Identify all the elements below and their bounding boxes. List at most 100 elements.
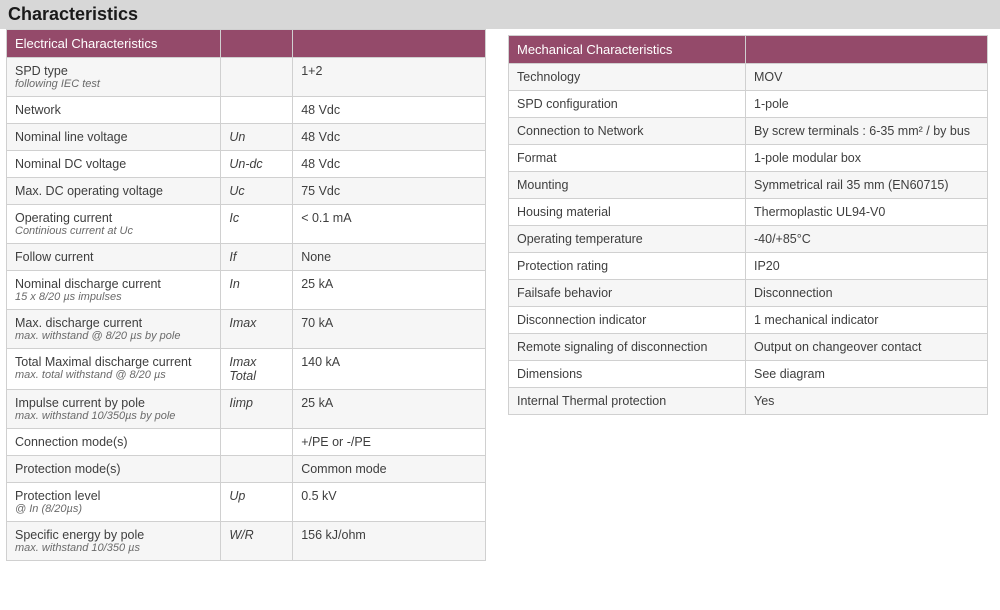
row-label: Housing material [509,199,746,226]
table-row: SPD typefollowing IEC test 1+2 [7,58,486,97]
section-title: Characteristics [0,0,1000,29]
table-row: Format1-pole modular box [509,145,988,172]
row-value: 0.5 kV [293,483,486,522]
label-subtext: max. withstand @ 8/20 µs by pole [15,330,212,342]
row-value: Common mode [293,456,486,483]
row-value: By screw terminals : 6-35 mm² / by bus [746,118,988,145]
row-label: Max. discharge currentmax. withstand @ 8… [7,310,221,349]
label-subtext: @ In (8/20µs) [15,503,212,515]
label-text: Total Maximal discharge current [15,355,191,369]
table-row: Nominal line voltage Un48 Vdc [7,124,486,151]
label-subtext: Continious current at Uc [15,225,212,237]
electrical-heading: Electrical Characteristics [7,30,221,58]
row-label: Technology [509,64,746,91]
label-text: Nominal discharge current [15,277,161,291]
row-value: 140 kA [293,349,486,390]
row-label: Network [7,97,221,124]
table-row: Network48 Vdc [7,97,486,124]
table-row: SPD configuration1-pole [509,91,988,118]
row-value: 48 Vdc [293,124,486,151]
table-row: Connection mode(s)+/PE or -/PE [7,429,486,456]
row-label: Max. DC operating voltage [7,178,221,205]
label-text: Specific energy by pole [15,528,144,542]
label-text: Nominal line voltage [15,130,128,144]
label-subtext: following IEC test [15,78,212,90]
row-value: See diagram [746,361,988,388]
row-value: Disconnection [746,280,988,307]
table-row: DimensionsSee diagram [509,361,988,388]
row-label: Format [509,145,746,172]
row-symbol: In [221,271,293,310]
table-row: Impulse current by polemax. withstand 10… [7,390,486,429]
row-label: Follow current [7,244,221,271]
row-value: 75 Vdc [293,178,486,205]
mechanical-heading: Mechanical Characteristics [509,36,746,64]
row-label: Protection mode(s) [7,456,221,483]
row-symbol: Up [221,483,293,522]
row-value: 156 kJ/ohm [293,522,486,561]
label-text: Follow current [15,250,94,264]
row-label: Protection level@ In (8/20µs) [7,483,221,522]
row-value: 1+2 [293,58,486,97]
table-row: Nominal DC voltageUn-dc48 Vdc [7,151,486,178]
label-subtext: 15 x 8/20 µs impulses [15,291,212,303]
table-row: Housing materialThermoplastic UL94-V0 [509,199,988,226]
row-symbol: W/R [221,522,293,561]
row-symbol [221,58,293,97]
label-text: Network [15,103,61,117]
row-label: Operating temperature [509,226,746,253]
label-subtext: max. total withstand @ 8/20 µs [15,369,212,381]
row-value: 48 Vdc [293,151,486,178]
row-symbol: Un-dc [221,151,293,178]
table-row: Operating temperature-40/+85°C [509,226,988,253]
row-label: Disconnection indicator [509,307,746,334]
row-label: Failsafe behavior [509,280,746,307]
table-row: Protection level@ In (8/20µs)Up0.5 kV [7,483,486,522]
table-row: Max. discharge currentmax. withstand @ 8… [7,310,486,349]
electrical-body: SPD typefollowing IEC test1+2Network48 V… [7,58,486,561]
row-label: Nominal DC voltage [7,151,221,178]
label-text: Max. discharge current [15,316,142,330]
row-label: Internal Thermal protection [509,388,746,415]
table-row: Protection mode(s) Common mode [7,456,486,483]
mechanical-value-header [746,36,988,64]
row-label: Nominal discharge current15 x 8/20 µs im… [7,271,221,310]
table-row: Total Maximal discharge currentmax. tota… [7,349,486,390]
label-text: Protection level [15,489,100,503]
row-symbol: Iimp [221,390,293,429]
table-row: Follow currentIfNone [7,244,486,271]
row-label: Total Maximal discharge currentmax. tota… [7,349,221,390]
label-text: Protection mode(s) [15,462,121,476]
electrical-value-header [293,30,486,58]
table-row: Remote signaling of disconnectionOutput … [509,334,988,361]
row-value: Thermoplastic UL94-V0 [746,199,988,226]
label-text: Operating current [15,211,112,225]
row-label: Connection mode(s) [7,429,221,456]
table-row: Operating currentContinious current at U… [7,205,486,244]
table-row: MountingSymmetrical rail 35 mm (EN60715) [509,172,988,199]
row-label: Mounting [509,172,746,199]
row-symbol: Un [221,124,293,151]
row-symbol: Uc [221,178,293,205]
row-label: Impulse current by polemax. withstand 10… [7,390,221,429]
row-value: 25 kA [293,271,486,310]
label-text: Connection mode(s) [15,435,128,449]
table-row: Disconnection indicator1 mechanical indi… [509,307,988,334]
row-symbol: Imax Total [221,349,293,390]
row-symbol [221,97,293,124]
table-row: TechnologyMOV [509,64,988,91]
row-label: Nominal line voltage [7,124,221,151]
label-subtext: max. withstand 10/350µs by pole [15,410,212,422]
row-value: 1 mechanical indicator [746,307,988,334]
row-label: Specific energy by polemax. withstand 10… [7,522,221,561]
row-value: IP20 [746,253,988,280]
table-row: Failsafe behaviorDisconnection [509,280,988,307]
row-label: Connection to Network [509,118,746,145]
electrical-symbol-header [221,30,293,58]
row-label: SPD configuration [509,91,746,118]
row-value: Output on changeover contact [746,334,988,361]
table-row: Internal Thermal protectionYes [509,388,988,415]
row-label: Dimensions [509,361,746,388]
table-row: Max. DC operating voltageUc75 Vdc [7,178,486,205]
row-label: SPD typefollowing IEC test [7,58,221,97]
